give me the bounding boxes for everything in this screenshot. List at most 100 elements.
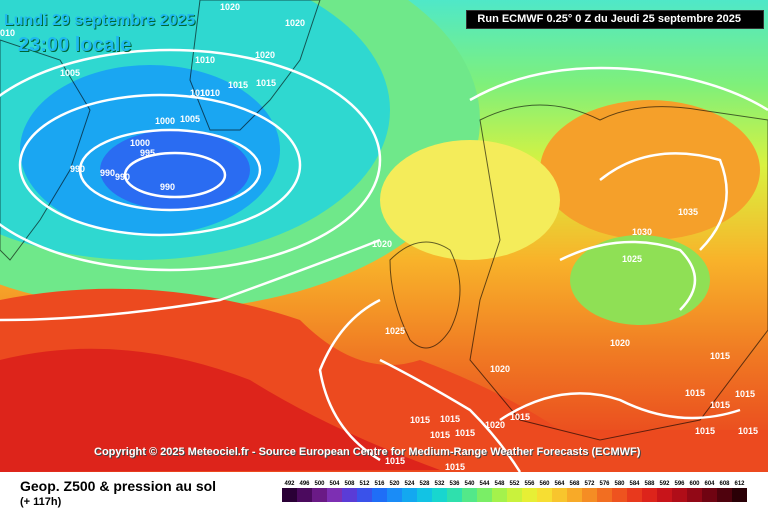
- scale-value: 524: [404, 481, 415, 487]
- scale-entry: 608: [717, 480, 732, 502]
- scale-entry: 596: [672, 480, 687, 502]
- scale-entry: 572: [582, 480, 597, 502]
- scale-swatch: [657, 488, 672, 502]
- scale-entry: 568: [567, 480, 582, 502]
- scale-swatch: [417, 488, 432, 502]
- scale-swatch: [327, 488, 342, 502]
- scale-entry: 500: [312, 480, 327, 502]
- scale-swatch: [582, 488, 597, 502]
- scale-value: 608: [719, 481, 730, 487]
- isobar-label: 1035: [678, 207, 698, 217]
- isobar-label: 1015: [695, 426, 715, 436]
- forecast-time: 23:00 locale: [18, 34, 132, 56]
- isobar-label: 1015: [735, 389, 755, 399]
- scale-entry: 600: [687, 480, 702, 502]
- scale-swatch: [672, 488, 687, 502]
- isobar-label: 1015: [710, 351, 730, 361]
- forecast-map: 1020 010 1005 1010 1010 1020 1020 1015 1015 1010 1…: [0, 0, 768, 472]
- isobar-label: 1015: [738, 426, 758, 436]
- product-title: Geop. Z500 & pression au sol: [20, 478, 217, 494]
- scale-swatch: [357, 488, 372, 502]
- isobar-label: 1025: [385, 326, 405, 336]
- scale-swatch: [477, 488, 492, 502]
- scale-value: 540: [464, 481, 475, 487]
- scale-swatch: [717, 488, 732, 502]
- scale-value: 516: [374, 481, 385, 487]
- scale-value: 576: [599, 481, 610, 487]
- isobar-label: 1015: [445, 462, 465, 472]
- scale-swatch: [537, 488, 552, 502]
- isobar-label: 1020: [610, 338, 630, 348]
- scale-value: 604: [704, 481, 715, 487]
- isobar-label: 1015: [430, 430, 450, 440]
- scale-swatch: [387, 488, 402, 502]
- scale-swatch: [552, 488, 567, 502]
- scale-entry: 612: [732, 480, 747, 502]
- scale-value: 568: [569, 481, 580, 487]
- isobar-label: 1015: [510, 412, 530, 422]
- scale-swatch: [312, 488, 327, 502]
- isobar-label: 1020: [485, 420, 505, 430]
- isobar-label: 990: [160, 182, 175, 192]
- scale-swatch: [522, 488, 537, 502]
- isobar-label: 1015: [440, 414, 460, 424]
- isobar-label: 1000: [130, 138, 150, 148]
- isobar-label: 990: [70, 164, 85, 174]
- scale-swatch: [612, 488, 627, 502]
- isobar-label: 1010: [195, 55, 215, 65]
- isobar-label: 1015: [385, 456, 405, 466]
- scale-swatch: [597, 488, 612, 502]
- scale-entry: 544: [477, 480, 492, 502]
- scale-swatch: [432, 488, 447, 502]
- scale-value: 544: [479, 481, 490, 487]
- scale-value: 548: [494, 481, 505, 487]
- scale-value: 572: [584, 481, 595, 487]
- scale-entry: 584: [627, 480, 642, 502]
- scale-entry: 536: [447, 480, 462, 502]
- isobar-label: 1010: [200, 88, 220, 98]
- field-zone-orange: [540, 100, 760, 240]
- scale-value: 496: [299, 481, 310, 487]
- color-scale: 492 496 500 504 508 512 516 520 524 528 532 536 540 5…: [282, 480, 747, 502]
- scale-entry: 552: [507, 480, 522, 502]
- scale-swatch: [342, 488, 357, 502]
- scale-value: 536: [449, 481, 460, 487]
- coastline-greenland: [189, 0, 321, 131]
- scale-entry: 564: [552, 480, 567, 502]
- isobar-label: 995: [140, 148, 155, 158]
- scale-entry: 556: [522, 480, 537, 502]
- scale-value: 520: [389, 481, 400, 487]
- scale-entry: 576: [597, 480, 612, 502]
- scale-value: 508: [344, 481, 355, 487]
- coastline-west: [0, 39, 91, 261]
- copyright-notice: Copyright © 2025 Meteociel.fr - Source E…: [94, 446, 641, 458]
- isobar-label: 1020: [255, 50, 275, 60]
- scale-entry: 512: [357, 480, 372, 502]
- scale-swatch: [567, 488, 582, 502]
- isobar-label: 1015: [256, 78, 276, 88]
- scale-value: 528: [419, 481, 430, 487]
- scale-entry: 496: [297, 480, 312, 502]
- isobar-label: 990: [115, 172, 130, 182]
- scale-value: 492: [284, 481, 295, 487]
- isobars: [0, 48, 768, 472]
- isobar-label: 1010: [190, 88, 210, 98]
- scale-entry: 588: [642, 480, 657, 502]
- scale-entry: 532: [432, 480, 447, 502]
- isobar-label: 1030: [632, 227, 652, 237]
- scale-value: 512: [359, 481, 370, 487]
- isobar-label: 1015: [685, 388, 705, 398]
- scale-value: 560: [539, 481, 550, 487]
- scale-swatch: [492, 488, 507, 502]
- isobar-label: 1005: [60, 68, 80, 78]
- scale-value: 612: [734, 481, 745, 487]
- scale-swatch: [507, 488, 522, 502]
- scale-entry: 504: [327, 480, 342, 502]
- field-zone-yellow: [380, 140, 560, 260]
- isobar-label: 1020: [490, 364, 510, 374]
- scale-value: 500: [314, 481, 325, 487]
- lead-time: (+ 117h): [20, 496, 62, 508]
- scale-value: 532: [434, 481, 445, 487]
